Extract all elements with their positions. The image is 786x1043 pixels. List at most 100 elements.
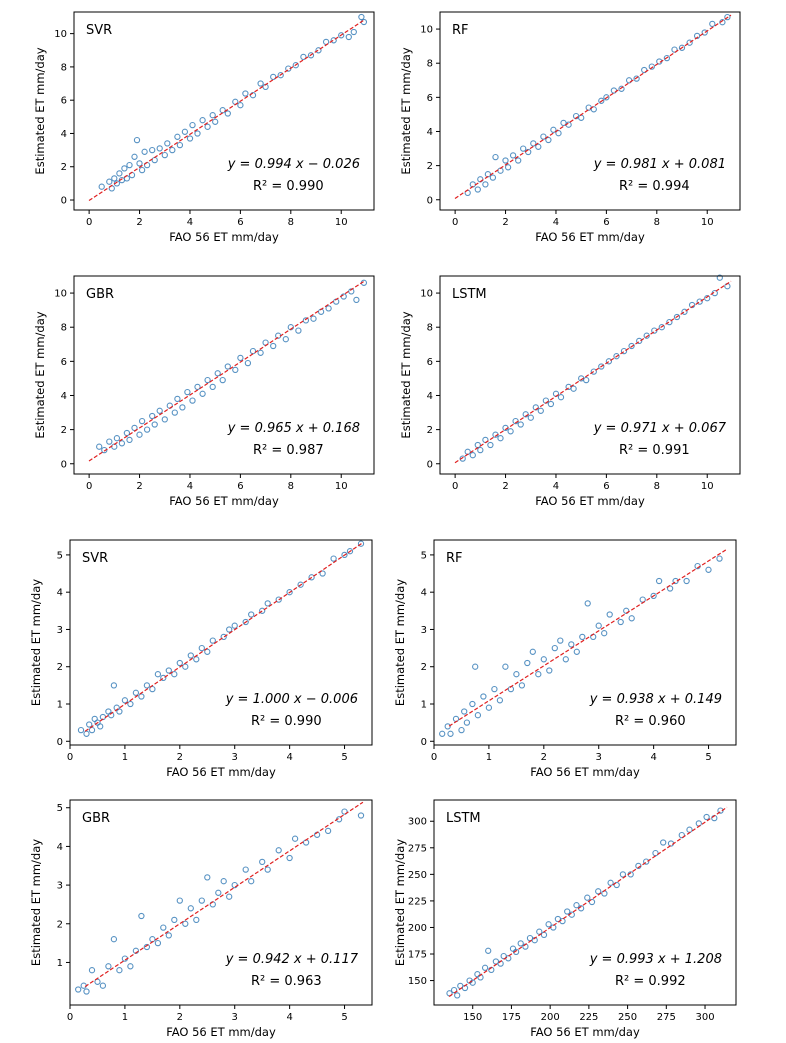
data-point: [485, 947, 492, 954]
data-point: [204, 874, 211, 881]
data-point: [482, 181, 489, 188]
data-point: [141, 148, 148, 155]
plot-frame: [433, 539, 737, 746]
data-point: [678, 831, 685, 839]
y-tick-label: 4: [427, 127, 433, 138]
data-point: [224, 110, 231, 117]
data-point: [695, 820, 702, 827]
x-tick-label: 0: [431, 752, 437, 763]
x-tick-label: 4: [286, 1012, 292, 1023]
data-point: [242, 866, 249, 873]
data-point: [636, 337, 643, 345]
x-tick-label: 10: [335, 217, 348, 228]
data-point: [105, 963, 112, 970]
data-point: [557, 394, 565, 401]
data-point: [444, 723, 451, 730]
data-point: [509, 945, 517, 952]
data-point: [607, 879, 614, 886]
data-point: [204, 376, 211, 384]
data-point: [199, 117, 206, 124]
data-point: [535, 143, 542, 150]
data-point: [143, 426, 151, 433]
y-tick-label: 2: [421, 662, 427, 673]
data-point: [156, 407, 163, 414]
data-point: [179, 404, 186, 411]
data-point: [165, 667, 172, 674]
data-point: [189, 121, 196, 129]
x-tick-label: 4: [650, 752, 656, 763]
x-tick-label: 275: [657, 1012, 676, 1023]
data-point: [550, 126, 557, 133]
data-point: [628, 342, 635, 350]
data-point: [671, 46, 678, 53]
scatter-panel-3: 0 2 4 6 8 10 0 2 4 6 8 10 FAO 56 ET mm/day Estimated …: [33, 275, 375, 508]
data-point: [220, 878, 227, 885]
panel-title: RF: [452, 23, 469, 38]
x-tick-label: 6: [603, 481, 609, 492]
data-point: [248, 611, 255, 618]
data-point: [187, 905, 194, 912]
panel-title: SVR: [82, 551, 108, 566]
data-point: [131, 424, 138, 432]
data-point: [226, 626, 233, 633]
data-point: [703, 813, 710, 821]
y-tick-label: 6: [61, 96, 67, 107]
scatter-panel-5: 0 1 2 3 4 5 0 1 2 3 4 5 FAO 56 ET mm/day Estimated ET…: [29, 539, 373, 779]
data-point: [540, 931, 548, 939]
data-point: [517, 940, 524, 947]
data-point: [151, 421, 158, 428]
x-tick-label: 150: [463, 1012, 482, 1023]
panel-title: LSTM: [452, 287, 487, 302]
data-point: [515, 157, 522, 164]
data-point: [474, 441, 481, 449]
data-point: [472, 663, 479, 670]
data-point: [578, 114, 585, 121]
data-point: [590, 368, 597, 375]
data-point: [696, 298, 703, 305]
data-point: [121, 165, 128, 172]
data-point: [136, 431, 143, 438]
data-point: [540, 133, 547, 140]
y-tick-label: 10: [420, 289, 433, 300]
x-tick-label: 2: [136, 217, 142, 228]
data-point: [111, 175, 118, 182]
data-point: [215, 889, 222, 896]
data-point: [257, 80, 264, 87]
data-point: [635, 862, 642, 870]
data-point: [198, 644, 205, 652]
data-point: [509, 152, 517, 159]
data-point: [517, 421, 524, 428]
data-point: [219, 107, 226, 114]
regression-line: [448, 548, 728, 727]
data-point: [463, 719, 471, 726]
data-point: [237, 102, 244, 109]
x-axis-label: FAO 56 ET mm/day: [530, 1025, 640, 1039]
data-point: [106, 438, 113, 445]
data-point: [584, 600, 591, 607]
data-point: [579, 633, 586, 641]
data-point: [492, 153, 499, 161]
scatter-panel-4: 0 2 4 6 8 10 0 2 4 6 8 10 FAO 56 ET mm/day Estimated …: [399, 274, 741, 508]
data-point: [613, 353, 620, 360]
data-point: [94, 978, 101, 985]
r-squared: R² = 0.991: [619, 443, 690, 458]
y-axis-label: Estimated ET mm/day: [399, 311, 413, 438]
data-point: [524, 659, 531, 667]
y-tick-label: 225: [408, 896, 427, 907]
data-point: [485, 704, 493, 711]
data-point: [270, 342, 277, 350]
data-point: [226, 893, 233, 900]
data-point: [474, 971, 481, 978]
data-point: [176, 897, 183, 904]
x-tick-label: 8: [654, 481, 660, 492]
data-point: [297, 581, 304, 588]
data-point: [138, 166, 146, 174]
data-point: [489, 174, 497, 181]
data-point: [249, 347, 257, 355]
data-point: [716, 274, 723, 281]
x-tick-label: 0: [452, 481, 458, 492]
y-tick-label: 4: [427, 391, 433, 402]
data-point: [138, 417, 146, 425]
data-point: [232, 366, 239, 374]
